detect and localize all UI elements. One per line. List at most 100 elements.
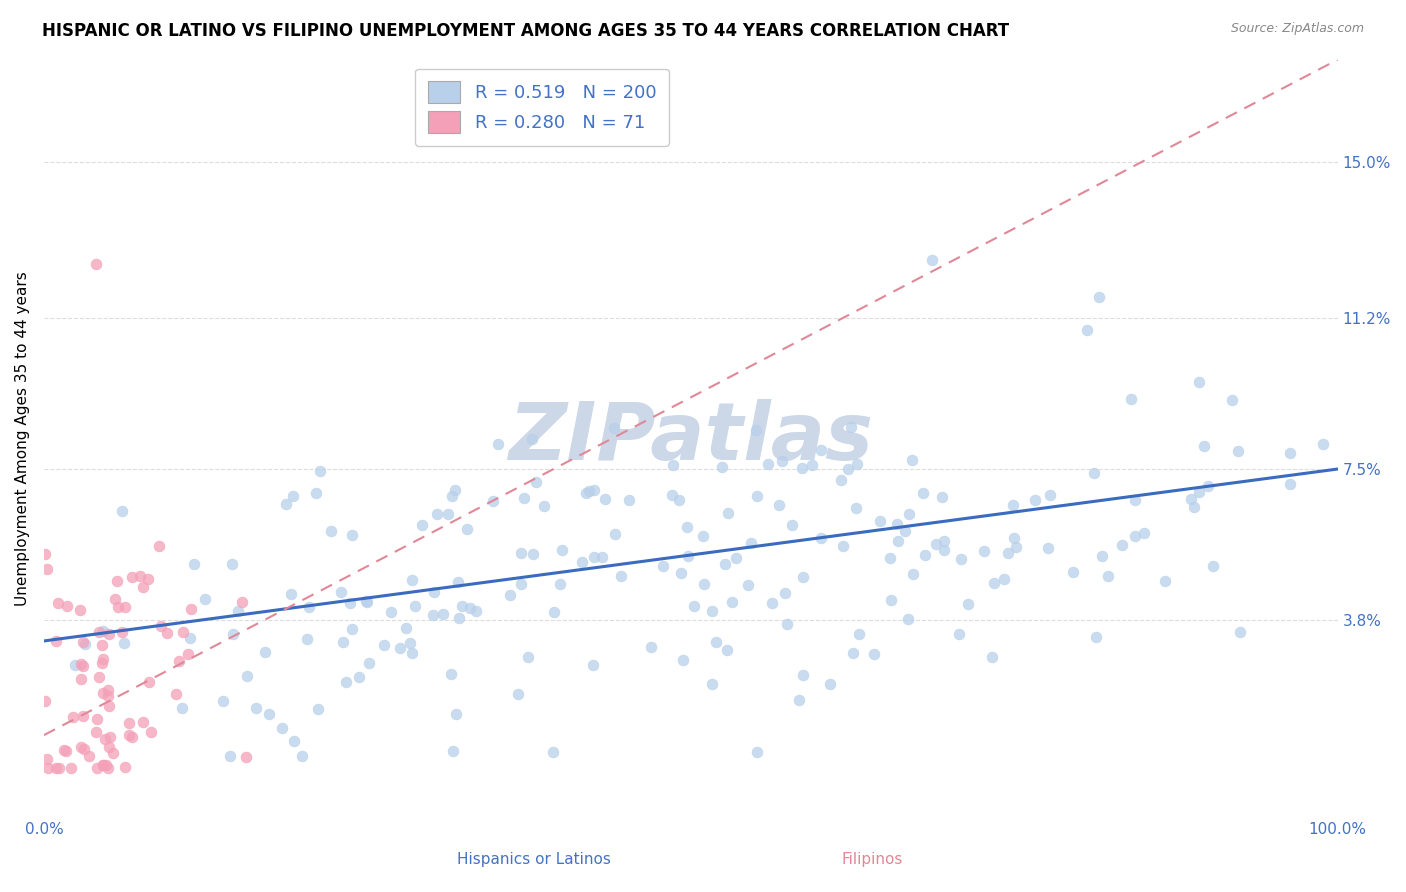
- Point: [513, 491, 536, 505]
- Point: [91, 758, 114, 772]
- Point: [136, 572, 159, 586]
- Point: [981, 649, 1004, 664]
- Point: [87, 670, 110, 684]
- Point: [450, 599, 472, 614]
- Point: [72, 658, 94, 673]
- Point: [744, 423, 766, 437]
- Point: [508, 687, 530, 701]
- Point: [37, 761, 59, 775]
- Point: [1123, 529, 1146, 543]
- Point: [997, 545, 1019, 559]
- Point: [848, 627, 870, 641]
- Point: [347, 670, 370, 684]
- Point: [94, 732, 117, 747]
- Point: [254, 645, 277, 659]
- Point: [72, 709, 94, 723]
- Point: [846, 457, 869, 471]
- Point: [59, 761, 82, 775]
- Point: [357, 656, 380, 670]
- Point: [983, 576, 1005, 591]
- Point: [898, 507, 921, 521]
- Point: [841, 646, 863, 660]
- Point: [668, 492, 690, 507]
- Point: [575, 486, 598, 500]
- Point: [602, 421, 624, 435]
- Point: [118, 727, 141, 741]
- Point: [395, 621, 418, 635]
- Point: [792, 570, 814, 584]
- Point: [693, 577, 716, 591]
- Point: [48, 761, 70, 775]
- Point: [177, 647, 200, 661]
- Point: [180, 602, 202, 616]
- Point: [218, 748, 240, 763]
- Point: [69, 603, 91, 617]
- Point: [776, 616, 799, 631]
- Point: [194, 592, 217, 607]
- Point: [98, 730, 121, 744]
- Point: [486, 437, 509, 451]
- Point: [810, 531, 832, 545]
- Point: [948, 627, 970, 641]
- Point: [222, 627, 245, 641]
- Point: [96, 757, 118, 772]
- Point: [651, 559, 673, 574]
- Point: [911, 486, 934, 500]
- Point: [745, 745, 768, 759]
- Point: [465, 604, 488, 618]
- Point: [993, 572, 1015, 586]
- Point: [380, 605, 402, 619]
- Point: [90, 638, 112, 652]
- Point: [34, 694, 56, 708]
- Point: [388, 640, 411, 655]
- Point: [111, 625, 134, 640]
- Point: [787, 693, 810, 707]
- Point: [62, 709, 84, 723]
- Point: [517, 650, 540, 665]
- Point: [97, 689, 120, 703]
- Point: [1202, 559, 1225, 574]
- Point: [335, 675, 357, 690]
- Point: [84, 724, 107, 739]
- Point: [683, 599, 706, 613]
- Point: [280, 587, 302, 601]
- Point: [165, 687, 187, 701]
- Point: [837, 461, 859, 475]
- Point: [710, 460, 733, 475]
- Point: [441, 489, 464, 503]
- Point: [745, 489, 768, 503]
- Point: [373, 638, 395, 652]
- Point: [283, 734, 305, 748]
- Point: [456, 522, 478, 536]
- Point: [676, 549, 699, 563]
- Point: [90, 657, 112, 671]
- Point: [869, 515, 891, 529]
- Point: [704, 635, 727, 649]
- Point: [91, 652, 114, 666]
- Point: [170, 701, 193, 715]
- Point: [1091, 549, 1114, 563]
- Point: [45, 761, 67, 775]
- Point: [591, 549, 613, 564]
- Point: [801, 458, 824, 472]
- Point: [973, 543, 995, 558]
- Point: [132, 580, 155, 594]
- Point: [298, 600, 321, 615]
- Point: [411, 517, 433, 532]
- Point: [702, 677, 724, 691]
- Point: [1312, 437, 1334, 451]
- Point: [340, 622, 363, 636]
- Point: [886, 534, 908, 549]
- Point: [820, 677, 842, 691]
- Point: [52, 742, 75, 756]
- Point: [593, 492, 616, 507]
- Point: [1036, 541, 1059, 555]
- Point: [97, 761, 120, 775]
- Point: [1024, 492, 1046, 507]
- Point: [676, 519, 699, 533]
- Point: [522, 432, 544, 446]
- Point: [1111, 538, 1133, 552]
- Point: [444, 483, 467, 497]
- Point: [582, 658, 605, 673]
- Point: [75, 637, 97, 651]
